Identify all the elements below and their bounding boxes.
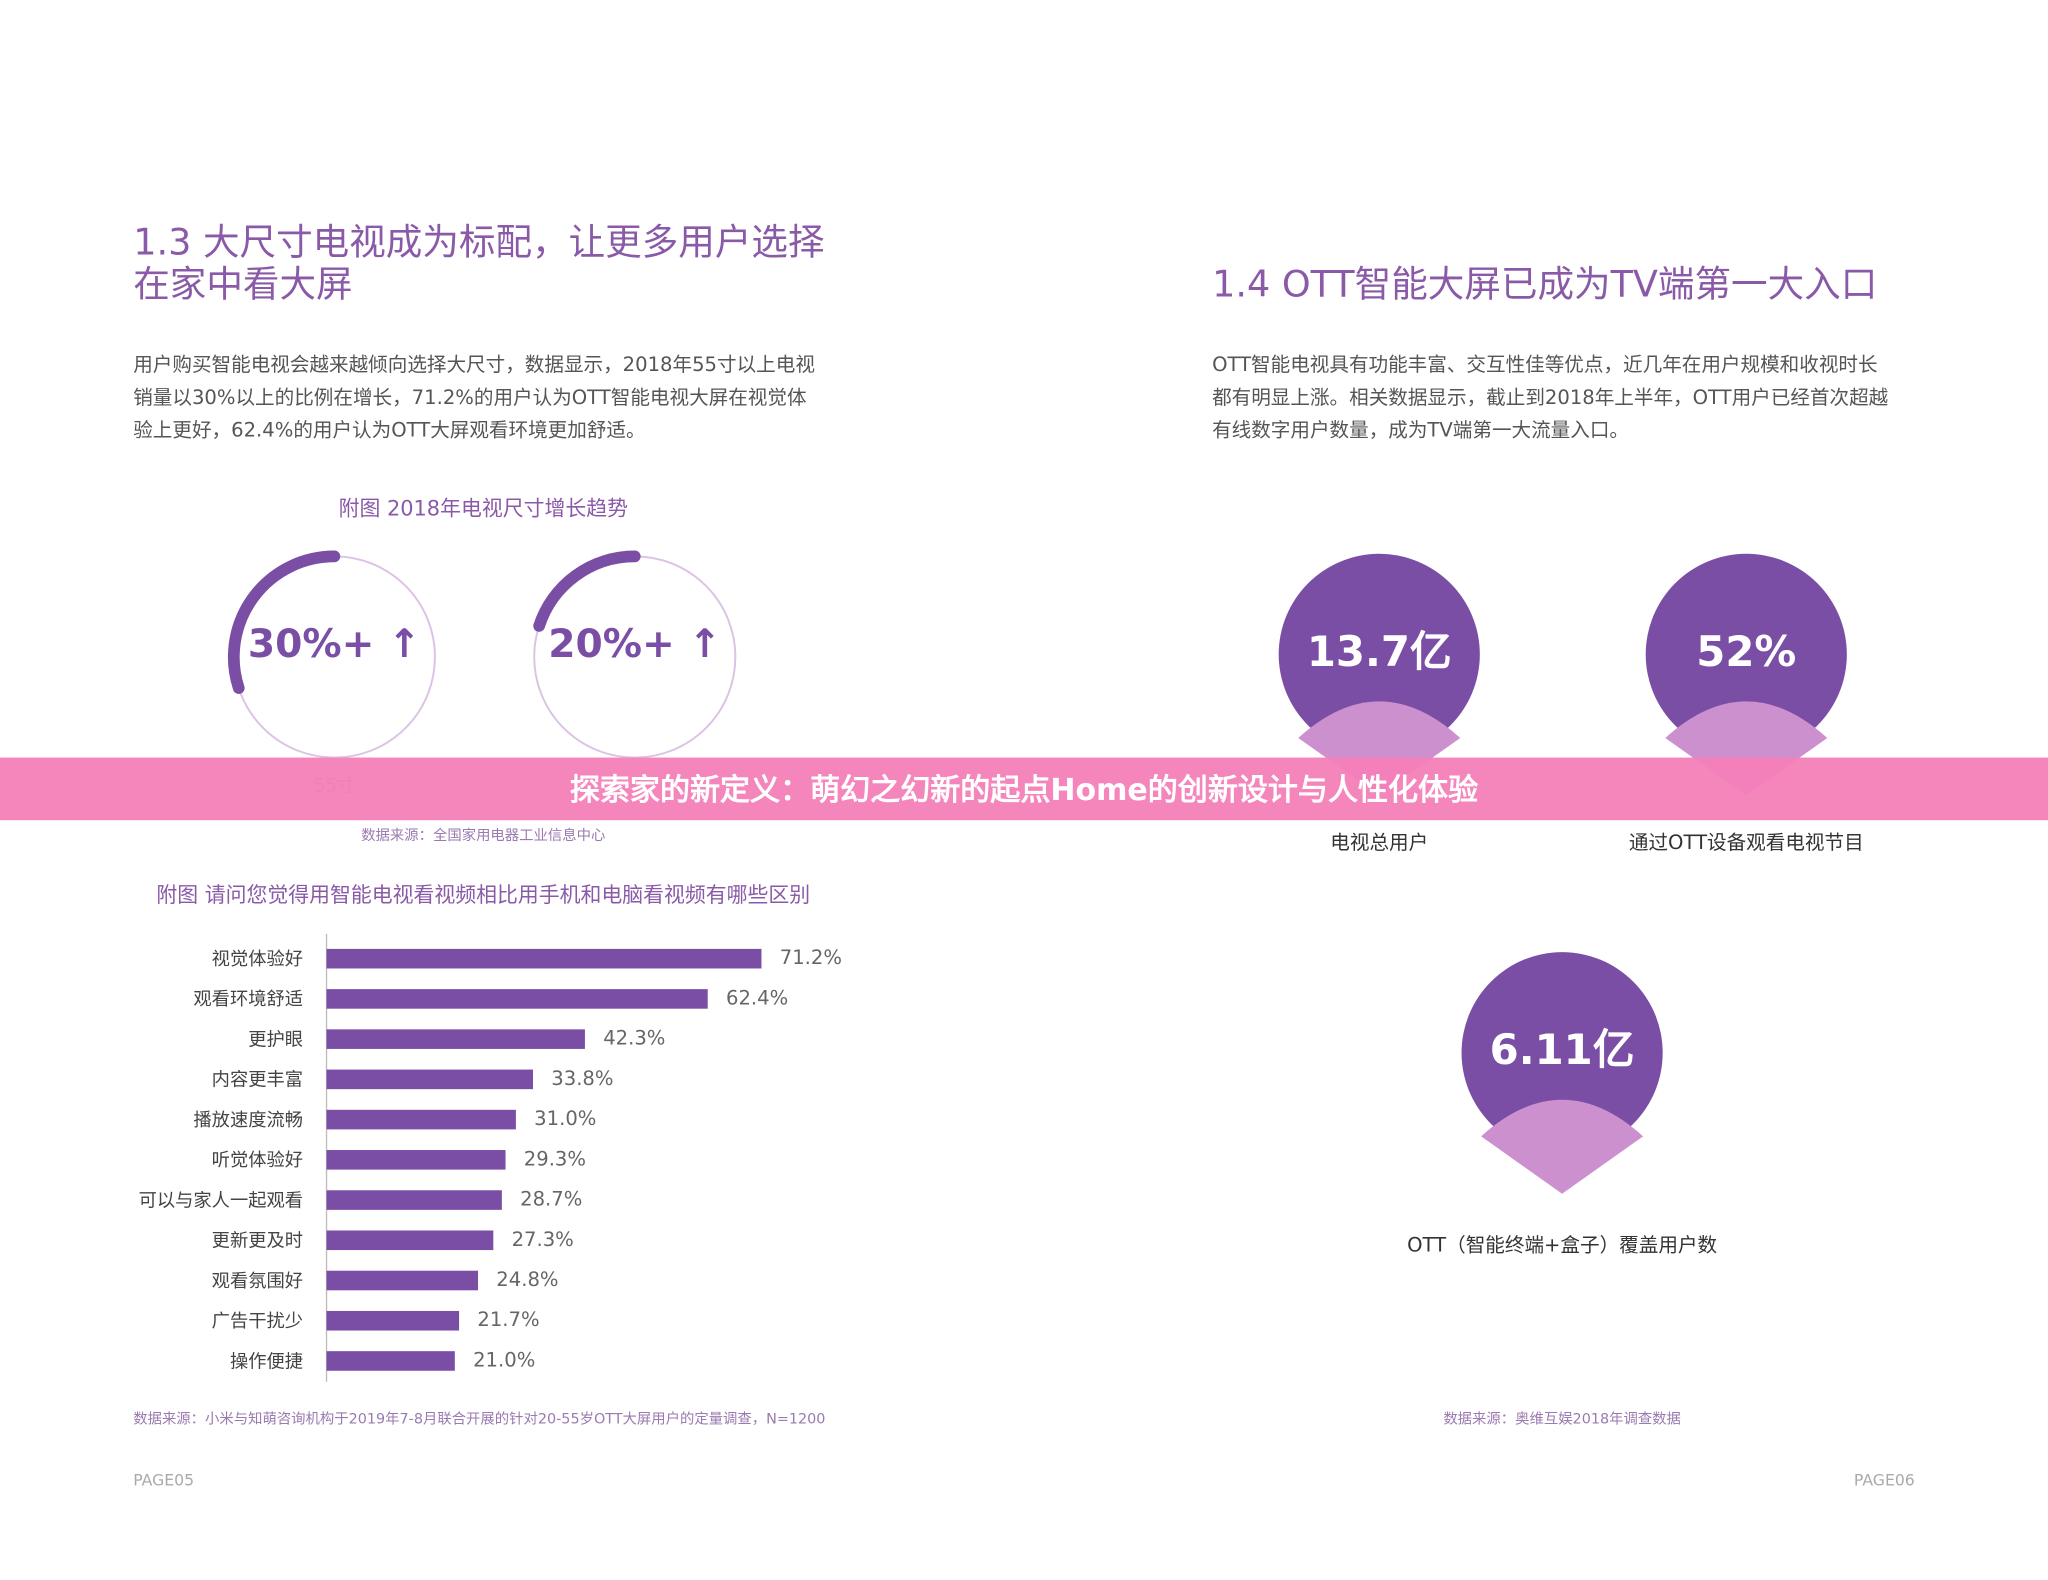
gauge-arc: [533, 550, 641, 632]
value-label: 71.2%: [780, 946, 842, 969]
category-label: 视觉体验好: [212, 949, 303, 970]
bar: [326, 1069, 534, 1090]
category-label: 内容更丰富: [212, 1070, 303, 1091]
pin-caption: OTT（智能终端+盒子）覆盖用户数: [1407, 1234, 1717, 1257]
value-label: 29.3%: [524, 1147, 586, 1170]
value-label: 21.7%: [477, 1308, 539, 1331]
pin-point: [1481, 1099, 1644, 1194]
pin-circle: [1461, 952, 1663, 1154]
bar: [326, 1190, 502, 1210]
banner-text: 探索家的新定义：萌幻之幻新的起点Home的创新设计与人性化体验: [570, 773, 1478, 808]
heading: 1.4 OTT智能大屏已成为TV端第一大入口: [1212, 263, 1877, 306]
category-label: 听觉体验好: [212, 1150, 303, 1171]
value-label: 31.0%: [534, 1107, 596, 1130]
pin-value: 52%: [1696, 627, 1796, 676]
source: 数据来源：小米与知萌咨询机构于2019年7-8月联合开展的针对20-55岁OTT…: [133, 1411, 825, 1428]
pin-circle: [1645, 553, 1847, 755]
value-label: 28.7%: [520, 1188, 582, 1211]
gauge-label: 30%+ ↑: [248, 622, 421, 667]
bar: [326, 1109, 516, 1130]
category-label: 更新更及时: [212, 1231, 303, 1252]
value-label: 27.3%: [512, 1228, 574, 1251]
pin-caption: 电视总用户: [1330, 831, 1428, 854]
page-number: PAGE06: [1854, 1471, 1915, 1490]
pin-value: 13.7亿: [1307, 627, 1452, 676]
pin-point: [1298, 701, 1461, 796]
category-label: 更护眼: [248, 1029, 303, 1050]
bar: [326, 1270, 479, 1291]
body-text: 有线数字用户数量，成为TV端第一大流量入口。: [1212, 419, 1629, 442]
category-label: 广告干扰少: [212, 1311, 303, 1332]
bar: [326, 948, 762, 969]
body-text: 销量以30%以上的比例在增长，71.2%的用户认为OTT智能电视大屏在视觉体: [133, 386, 807, 409]
pin-point: [1665, 701, 1828, 796]
source: 数据来源：奥维互娱2018年调查数据: [1443, 1411, 1681, 1428]
value-label: 21.0%: [473, 1348, 535, 1371]
body-text: 验上更好，62.4%的用户认为OTT大屏观看环境更加舒适。: [133, 419, 645, 442]
bar: [326, 1310, 460, 1331]
chart-title: 附图 2018年电视尺寸增长趋势: [339, 496, 629, 520]
page-number: PAGE05: [133, 1471, 194, 1490]
body-text: 都有明显上涨。相关数据显示，截止到2018年上半年，OTT用户已经首次超越: [1212, 386, 1888, 409]
value-label: 62.4%: [726, 986, 788, 1009]
heading: 在家中看大屏: [133, 263, 352, 306]
category-label: 操作便捷: [230, 1351, 303, 1372]
source: 数据来源：全国家用电器工业信息中心: [361, 826, 605, 844]
pin-circle: [1278, 553, 1480, 755]
category-label: 播放速度流畅: [193, 1110, 303, 1131]
chart-title: 附图 请问您觉得用智能电视看视频相比用手机和电脑看视频有哪些区别: [156, 883, 810, 907]
bar: [326, 1351, 455, 1371]
category-label: 观看氛围好: [212, 1271, 303, 1292]
bar: [326, 1230, 494, 1251]
category-label: 观看环境舒适: [193, 989, 303, 1010]
value-label: 42.3%: [603, 1027, 665, 1050]
body-text: OTT智能电视具有功能丰富、交互性佳等优点，近几年在用户规模和收视时长: [1212, 353, 1878, 376]
value-label: 33.8%: [551, 1067, 613, 1090]
bar: [326, 1029, 585, 1049]
banner: [0, 757, 2048, 821]
pin-value: 6.11亿: [1490, 1025, 1635, 1074]
category-label: 可以与家人一起观看: [139, 1190, 303, 1211]
bar: [326, 1150, 506, 1170]
gauge-label: 20%+ ↑: [548, 622, 721, 667]
value-label: 24.8%: [496, 1268, 558, 1291]
body-text: 用户购买智能电视会越来越倾向选择大尺寸，数据显示，2018年55寸以上电视: [133, 353, 815, 376]
gauge-arc: [227, 550, 341, 694]
pin-caption: 通过OTT设备观看电视节目: [1629, 831, 1864, 854]
bar: [326, 989, 708, 1009]
heading: 1.3 大尺寸电视成为标配，让更多用户选择: [133, 221, 824, 264]
